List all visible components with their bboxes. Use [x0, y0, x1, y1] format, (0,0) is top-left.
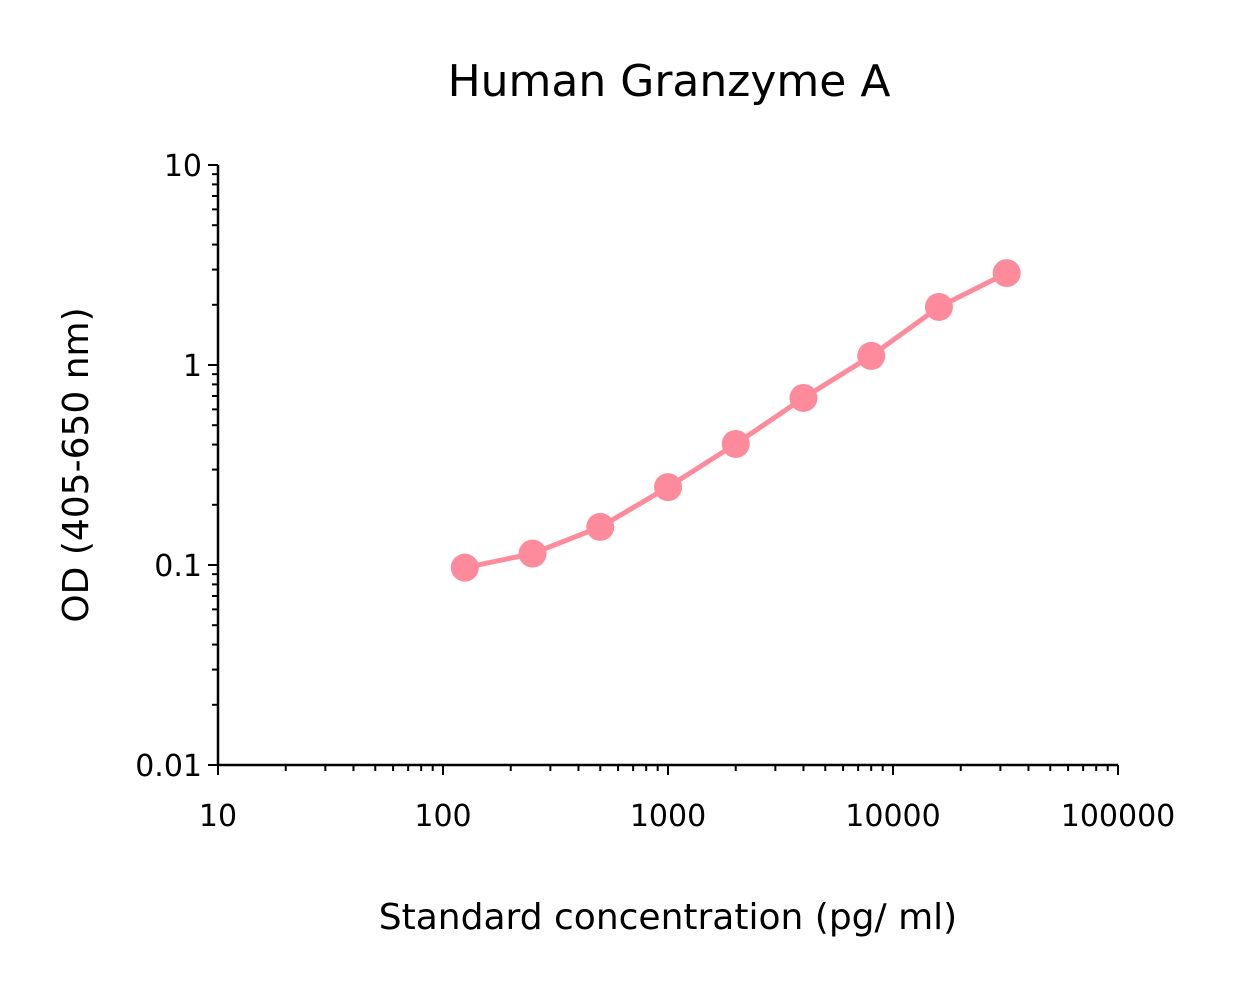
y-tick-label: 0.01: [135, 749, 202, 784]
data-point: [518, 539, 547, 568]
y-axis-label: OD (405-650 nm): [56, 307, 97, 622]
data-point: [721, 429, 750, 458]
data-point: [450, 553, 479, 582]
series-line: [464, 270, 1008, 571]
y-tick-label: 0.1: [154, 549, 202, 584]
x-tick-label: 100: [414, 799, 471, 834]
y-tick-label: 1: [183, 349, 202, 384]
x-tick-label: 1000: [630, 799, 706, 834]
chart-title: Human Granzyme A: [448, 56, 891, 107]
x-tick-label: 10: [199, 799, 237, 834]
data-point: [857, 341, 886, 370]
data-point: [924, 292, 953, 321]
data-point: [789, 383, 818, 412]
plot-area: [450, 259, 1021, 582]
data-point: [586, 512, 615, 541]
data-point: [654, 473, 682, 502]
x-tick-label: 100000: [1061, 799, 1176, 834]
y-tick-label: 10: [164, 149, 202, 184]
x-tick-label: 10000: [845, 799, 940, 834]
x-axis-label: Standard concentration (pg/ ml): [379, 897, 957, 938]
data-point: [992, 259, 1021, 288]
axes: 10 100 1000 10000 100000 0.01 0.1 1 10: [135, 149, 1175, 834]
